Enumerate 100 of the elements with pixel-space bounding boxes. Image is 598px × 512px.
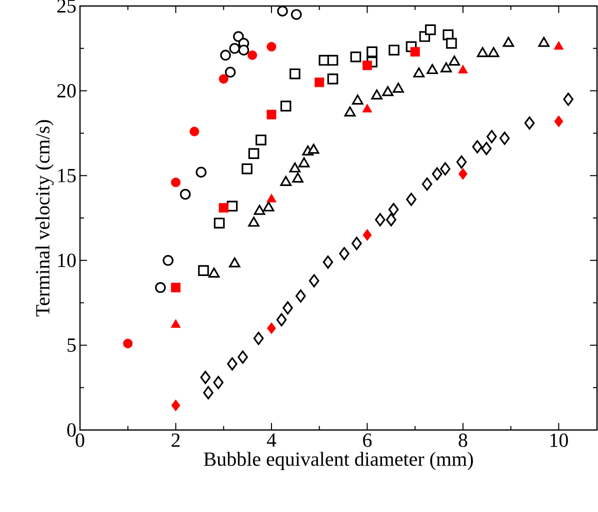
point <box>298 157 310 168</box>
point <box>214 218 225 228</box>
point <box>410 47 420 57</box>
x-tick-label: 8 <box>458 434 468 448</box>
point <box>456 155 467 169</box>
x-tick-label: 10 <box>550 434 568 448</box>
x-axis-title: Bubble equivalent diameter (mm) <box>204 452 473 470</box>
point <box>488 47 500 58</box>
point <box>220 50 231 61</box>
point <box>322 255 334 269</box>
point <box>280 100 292 112</box>
point <box>388 44 400 56</box>
x-tick-label: 0 <box>76 434 84 448</box>
point <box>256 134 266 146</box>
point <box>170 319 181 328</box>
point <box>524 116 535 130</box>
point <box>155 282 166 293</box>
point <box>203 386 214 400</box>
point <box>388 202 399 216</box>
point <box>282 301 293 314</box>
point <box>198 265 209 276</box>
point <box>248 50 258 60</box>
point <box>554 115 564 128</box>
point <box>238 44 250 56</box>
point <box>248 148 260 159</box>
point <box>200 370 211 384</box>
point <box>371 89 382 100</box>
y-tick-label: 20 <box>57 84 76 98</box>
point <box>448 56 460 66</box>
point <box>350 51 362 62</box>
point <box>208 268 220 278</box>
point <box>253 332 264 346</box>
point <box>228 257 240 268</box>
point <box>362 60 372 70</box>
point <box>308 274 320 288</box>
point <box>266 110 276 120</box>
point <box>486 130 497 144</box>
point <box>554 40 564 50</box>
point <box>248 216 260 227</box>
point <box>242 163 252 174</box>
point <box>180 188 191 200</box>
point <box>458 64 468 74</box>
point <box>266 322 276 334</box>
point <box>413 67 425 78</box>
point <box>196 166 207 178</box>
point <box>171 399 180 412</box>
point <box>266 42 276 52</box>
point <box>426 64 438 74</box>
point <box>362 104 372 112</box>
point <box>229 42 240 54</box>
x-tick-label: 6 <box>363 434 372 447</box>
point <box>218 203 228 213</box>
point <box>352 236 362 250</box>
point <box>382 86 394 96</box>
point <box>406 192 416 206</box>
point <box>499 132 510 145</box>
point <box>162 255 174 266</box>
point <box>262 201 274 212</box>
point <box>290 9 302 20</box>
point <box>362 229 372 241</box>
y-tick-label: 10 <box>58 254 76 268</box>
point <box>218 74 228 84</box>
point <box>190 126 200 136</box>
point <box>226 200 238 212</box>
point <box>277 6 288 16</box>
point <box>280 176 292 186</box>
point <box>123 338 133 348</box>
point <box>339 247 350 260</box>
point <box>254 204 266 215</box>
point <box>289 162 301 172</box>
point <box>472 140 482 154</box>
point <box>352 94 364 105</box>
point <box>292 172 304 183</box>
point <box>170 282 180 292</box>
point <box>386 213 396 226</box>
point <box>563 92 574 106</box>
point <box>327 74 338 84</box>
point <box>344 106 356 116</box>
point <box>422 177 432 191</box>
point <box>481 142 492 156</box>
point <box>458 168 468 180</box>
point <box>308 144 320 154</box>
point <box>266 194 276 202</box>
point <box>227 357 238 370</box>
point <box>425 24 436 36</box>
point <box>446 38 457 49</box>
point <box>432 167 442 181</box>
point <box>327 54 338 66</box>
y-tick-label: 15 <box>58 168 76 182</box>
point <box>224 66 236 78</box>
point <box>538 36 550 47</box>
point <box>366 46 378 58</box>
point <box>170 178 180 188</box>
point <box>440 162 450 176</box>
point <box>276 313 287 326</box>
point <box>213 376 224 390</box>
x-tick-label: 2 <box>172 434 180 447</box>
point <box>290 68 300 80</box>
y-axis-title: Terminal velocity (cm/s) <box>35 120 54 316</box>
point <box>375 213 386 226</box>
